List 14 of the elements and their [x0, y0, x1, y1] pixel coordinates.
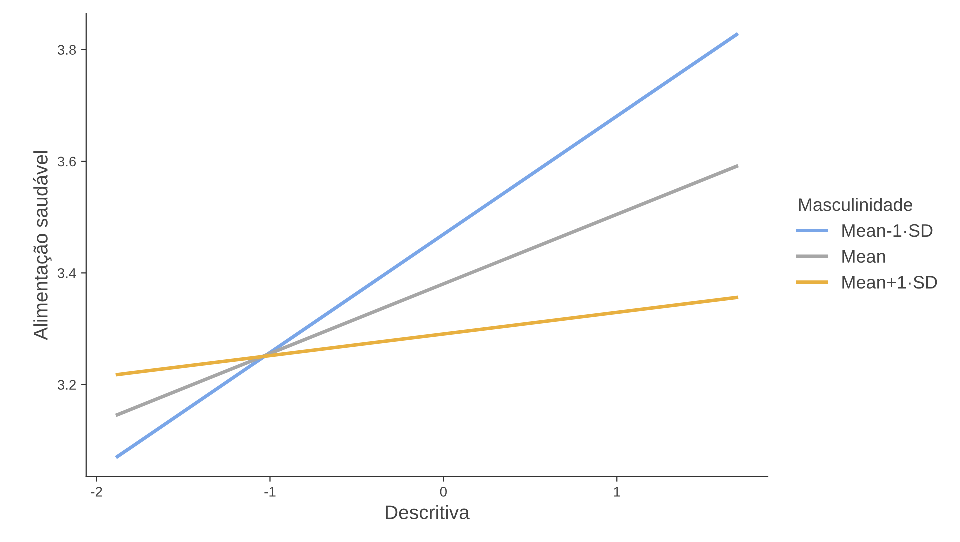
legend-title: Masculinidade: [799, 198, 912, 212]
x-tick-label: -2: [91, 487, 102, 497]
legend-label: Mean+1·SD: [842, 276, 938, 289]
x-tick-label: 1: [614, 487, 620, 497]
y-tick-label: 3.8: [58, 45, 76, 56]
y-tick-label: 3.6: [58, 156, 76, 167]
y-tick-label: 3.4: [58, 268, 76, 278]
x-axis-title: Descritiva: [386, 505, 470, 520]
legend-label: Mean: [842, 250, 886, 264]
x-tick-label: 0: [440, 487, 447, 497]
y-axis-title: Alimentação saudável: [33, 151, 52, 340]
y-tick-label: 3.2: [58, 380, 76, 390]
x-tick-label: -1: [264, 487, 276, 497]
legend-label: Mean-1·SD: [842, 224, 933, 238]
